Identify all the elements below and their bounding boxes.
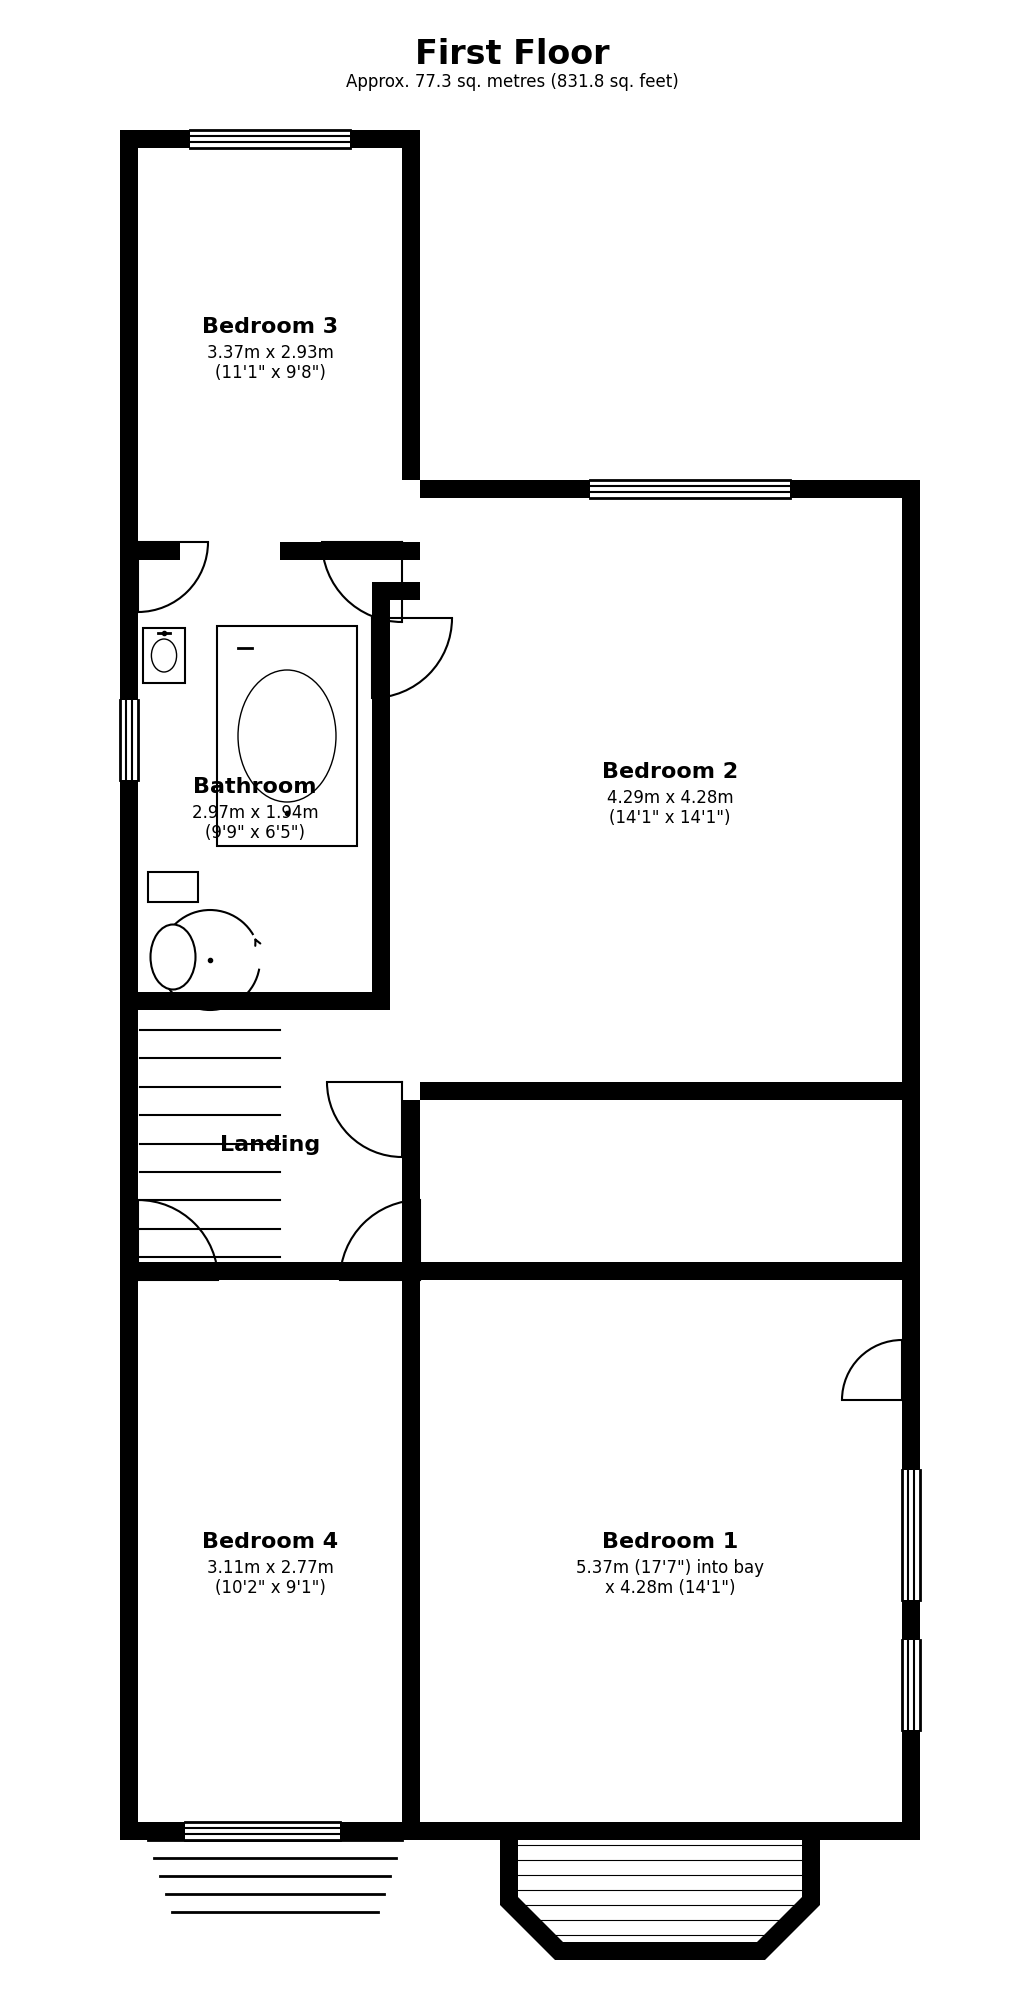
Bar	[402, 1099, 420, 1280]
Ellipse shape	[238, 671, 336, 802]
Bar	[190, 129, 350, 147]
Bar	[148, 872, 198, 902]
Bar	[185, 1822, 340, 1840]
Bar	[120, 129, 920, 1840]
Ellipse shape	[151, 924, 196, 990]
Text: x 4.28m (14'1"): x 4.28m (14'1")	[605, 1579, 735, 1597]
Bar	[120, 542, 180, 559]
Bar	[120, 1262, 920, 1280]
Text: Bathroom: Bathroom	[194, 776, 316, 796]
Bar	[372, 599, 390, 1009]
Bar	[402, 1280, 420, 1840]
Bar	[280, 542, 420, 559]
Bar	[372, 581, 420, 599]
Text: 4.29m x 4.28m: 4.29m x 4.28m	[606, 788, 733, 806]
Text: First Floor: First Floor	[415, 38, 609, 72]
Bar	[143, 627, 185, 683]
Text: Bedroom 2: Bedroom 2	[602, 763, 738, 782]
Text: (11'1" x 9'8"): (11'1" x 9'8")	[215, 364, 326, 382]
Bar	[217, 625, 357, 846]
Text: 5.37m (17'7") into bay: 5.37m (17'7") into bay	[575, 1559, 764, 1577]
Bar	[402, 129, 420, 480]
Text: (9'9" x 6'5"): (9'9" x 6'5")	[205, 824, 305, 842]
Bar	[590, 480, 790, 498]
Bar	[420, 480, 920, 498]
Text: 2.97m x 1.94m: 2.97m x 1.94m	[191, 804, 318, 822]
Bar	[120, 129, 138, 1840]
Text: 3.11m x 2.77m: 3.11m x 2.77m	[207, 1559, 334, 1577]
Text: Bedroom 3: Bedroom 3	[202, 317, 338, 336]
Bar	[420, 1081, 920, 1099]
Bar	[902, 1641, 920, 1730]
Bar	[902, 480, 920, 1840]
Text: (10'2" x 9'1"): (10'2" x 9'1")	[215, 1579, 326, 1597]
Bar	[120, 129, 420, 147]
Bar	[902, 1469, 920, 1601]
Text: 3.37m x 2.93m: 3.37m x 2.93m	[207, 344, 334, 362]
Text: Bedroom 1: Bedroom 1	[602, 1531, 738, 1553]
Bar	[420, 480, 920, 1099]
Polygon shape	[500, 1822, 820, 1959]
Text: Landing: Landing	[220, 1135, 321, 1155]
Text: Bedroom 4: Bedroom 4	[202, 1531, 338, 1553]
Text: (14'1" x 14'1"): (14'1" x 14'1")	[609, 808, 731, 826]
Polygon shape	[518, 1822, 802, 1941]
Bar	[120, 992, 390, 1009]
Bar	[372, 542, 420, 559]
Bar	[420, 1822, 920, 1840]
Text: Approx. 77.3 sq. metres (831.8 sq. feet): Approx. 77.3 sq. metres (831.8 sq. feet)	[346, 74, 678, 92]
Ellipse shape	[152, 639, 176, 673]
Bar	[120, 701, 138, 780]
Bar	[120, 1822, 420, 1840]
